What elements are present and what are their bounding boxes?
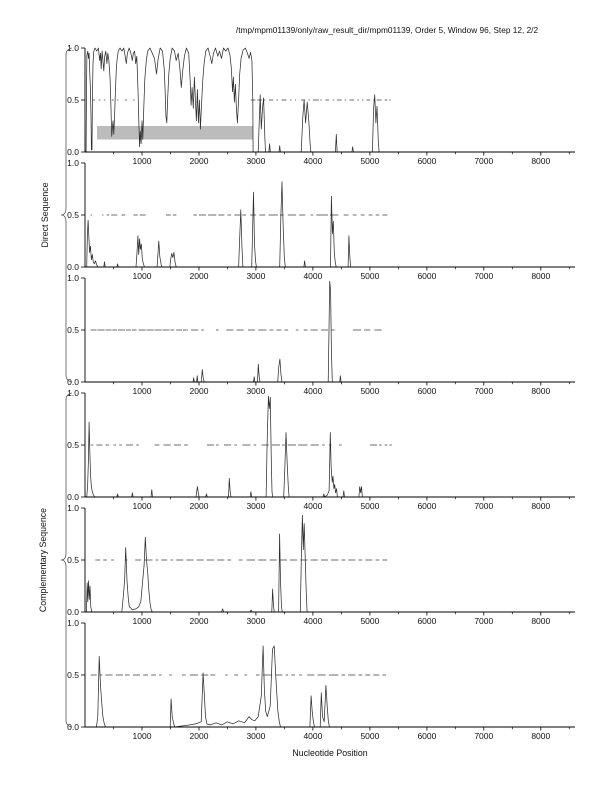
panel-direct-frame-3: 1.0 0.5 0.0 1000 2000 3000 4000 5000 6000 7000 800… <box>67 273 575 396</box>
x-tick-label: 3000 <box>246 731 265 741</box>
x-tick-label: 3000 <box>246 501 265 511</box>
x-tick-label: 5000 <box>360 156 379 166</box>
y-tick-label: 0.0 <box>67 492 79 502</box>
y-tick-label: 0.0 <box>67 147 79 157</box>
x-tick-label: 4000 <box>303 271 322 281</box>
x-tick-label: 6000 <box>417 501 436 511</box>
probability-curve <box>86 280 574 383</box>
x-tick-label: 1000 <box>133 386 152 396</box>
y-tick-label: 1.0 <box>67 618 79 628</box>
y-tick-label: 1.0 <box>67 503 79 513</box>
x-tick-label: 7000 <box>474 386 493 396</box>
x-tick-label: 2000 <box>190 271 209 281</box>
group-label-complementary-sequence: Complementary Sequence <box>38 508 48 612</box>
y-tick-label: 0.5 <box>67 670 79 680</box>
braces-layer <box>60 47 73 728</box>
x-axis-title: Nucleotide Position <box>292 748 367 758</box>
y-tick-label: 0.5 <box>67 95 79 105</box>
y-tick-label: 1.0 <box>67 388 79 398</box>
panels-layer: 1.0 0.5 0.0 1000 2000 3000 4000 5000 6000 7000 800… <box>67 43 575 741</box>
x-tick-label: 1000 <box>133 271 152 281</box>
highlight-band <box>97 126 254 140</box>
x-tick-label: 5000 <box>360 616 379 626</box>
x-tick-label: 5000 <box>360 271 379 281</box>
x-tick-label: 7000 <box>474 501 493 511</box>
x-tick-label: 5000 <box>360 501 379 511</box>
brace-direct-sequence <box>60 47 73 383</box>
x-tick-label: 2000 <box>190 731 209 741</box>
panel-direct-frame-1: 1.0 0.5 0.0 1000 2000 3000 4000 5000 6000 7000 800… <box>67 43 575 166</box>
x-tick-label: 8000 <box>531 616 550 626</box>
panel-complementary-frame-2: 1.0 0.5 0.0 1000 2000 3000 4000 5000 6000 7000 800… <box>67 503 575 626</box>
x-tick-label: 6000 <box>417 616 436 626</box>
x-tick-label: 7000 <box>474 271 493 281</box>
x-tick-label: 7000 <box>474 156 493 166</box>
y-tick-label: 0.0 <box>67 262 79 272</box>
x-tick-label: 4000 <box>303 386 322 396</box>
x-tick-label: 3000 <box>246 271 265 281</box>
x-tick-label: 7000 <box>474 616 493 626</box>
panel-complementary-frame-3: 1.0 0.5 0.0 1000 2000 3000 4000 5000 6000 7000 800… <box>67 618 575 741</box>
y-tick-label: 0.5 <box>67 555 79 565</box>
y-tick-label: 1.0 <box>67 273 79 283</box>
y-tick-label: 0.5 <box>67 440 79 450</box>
probability-curve <box>86 395 574 498</box>
x-tick-label: 4000 <box>303 731 322 741</box>
x-tick-label: 6000 <box>417 731 436 741</box>
probability-curve <box>86 181 574 268</box>
y-tick-label: 0.5 <box>67 325 79 335</box>
x-tick-label: 6000 <box>417 156 436 166</box>
x-tick-label: 1000 <box>133 731 152 741</box>
x-tick-label: 2000 <box>190 616 209 626</box>
x-tick-label: 2000 <box>190 156 209 166</box>
x-tick-label: 3000 <box>246 616 265 626</box>
x-tick-label: 3000 <box>246 386 265 396</box>
y-tick-label: 0.5 <box>67 210 79 220</box>
x-tick-label: 5000 <box>360 731 379 741</box>
y-tick-label: 1.0 <box>67 158 79 168</box>
x-tick-label: 8000 <box>531 501 550 511</box>
x-tick-label: 8000 <box>531 156 550 166</box>
x-tick-label: 4000 <box>303 616 322 626</box>
y-tick-label: 0.0 <box>67 722 79 732</box>
x-tick-label: 7000 <box>474 731 493 741</box>
plot-title: /tmp/mpm01139/only/raw_result_dir/mpm011… <box>236 25 539 35</box>
group-label-direct-sequence: Direct Sequence <box>40 182 50 247</box>
probability-curve <box>86 514 574 613</box>
x-tick-label: 3000 <box>246 156 265 166</box>
x-tick-label: 1000 <box>133 616 152 626</box>
x-tick-label: 4000 <box>303 156 322 166</box>
x-tick-label: 1000 <box>133 501 152 511</box>
x-tick-label: 4000 <box>303 501 322 511</box>
x-tick-label: 5000 <box>360 386 379 396</box>
brace-complementary-sequence <box>60 392 73 728</box>
x-tick-label: 8000 <box>531 271 550 281</box>
x-tick-label: 6000 <box>417 271 436 281</box>
x-tick-label: 8000 <box>531 386 550 396</box>
y-tick-label: 0.0 <box>67 607 79 617</box>
y-tick-label: 0.0 <box>67 377 79 387</box>
x-tick-label: 2000 <box>190 501 209 511</box>
probability-curve <box>86 645 574 728</box>
x-tick-label: 6000 <box>417 386 436 396</box>
x-tick-label: 1000 <box>133 156 152 166</box>
x-tick-label: 8000 <box>531 731 550 741</box>
x-tick-label: 2000 <box>190 386 209 396</box>
panel-complementary-frame-1: 1.0 0.5 0.0 1000 2000 3000 4000 5000 6000 7000 800… <box>67 388 575 511</box>
y-tick-label: 1.0 <box>67 43 79 53</box>
panel-direct-frame-2: 1.0 0.5 0.0 1000 2000 3000 4000 5000 6000 7000 800… <box>67 158 575 281</box>
panel-axes <box>84 508 575 613</box>
